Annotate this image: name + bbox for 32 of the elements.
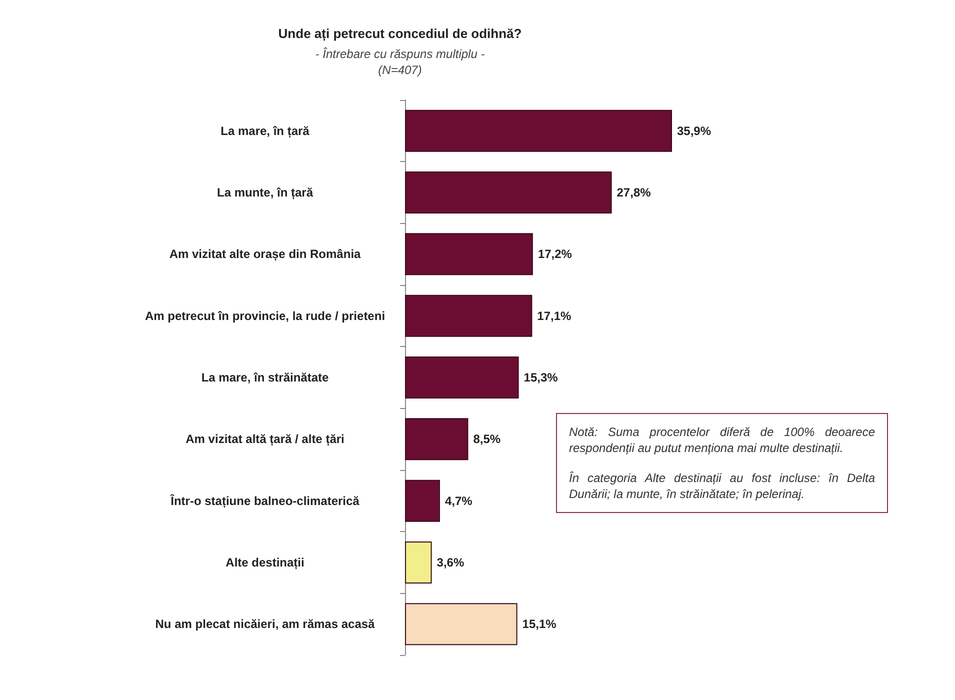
annotation: Notă: Suma procentelor diferă de 100% deoarece respondenții au putut menționa mai multe destinații. — [569, 424, 875, 456]
data-label: 35,9% — [677, 124, 712, 138]
data-label: 3,6% — [436, 556, 464, 570]
bar — [405, 356, 519, 398]
bar — [405, 542, 432, 584]
y-tick-label: Am vizitat altă țară / alte țări — [186, 432, 344, 446]
chart-title: Unde ați petrecut concediul de odihnă? — [278, 26, 522, 42]
y-tick-label: La mare, în străinătate — [201, 370, 330, 384]
chart-subtitle: - Întrebare cu răspuns multiplu - (N=407) — [315, 47, 485, 77]
y-tick-label: Am petrecut în provincie, la rude / prieteni — [144, 308, 386, 323]
data-label: 8,5% — [473, 432, 501, 446]
data-label: 27,8% — [616, 186, 652, 200]
note-box: Notă: Suma procentelor diferă de 100% deoarece respondenții au putut menționa mai multe destinații. În categoria Alte destinații au fost incluse: în Delta Dunării; la munte, în străinătate; în pelerinaj. — [556, 413, 888, 513]
y-tick-label: Am vizitat alte orașe din România — [169, 247, 362, 262]
y-tick-label: La mare, în țară — [220, 124, 310, 138]
bar — [405, 172, 612, 214]
bar — [405, 294, 532, 337]
bar — [405, 603, 518, 646]
data-label: 15,1% — [522, 617, 557, 632]
data-label: 15,3% — [524, 370, 558, 384]
bar — [405, 233, 533, 276]
bar — [405, 418, 468, 460]
bar — [405, 480, 440, 522]
data-label: 17,2% — [538, 247, 572, 262]
annotation: În categoria Alte destinații au fost incluse: în Delta Dunării; la munte, în străinătate; în pelerinaj. — [569, 470, 875, 502]
data-label: 4,7% — [444, 494, 473, 508]
y-tick-label: Într-o stațiune balneo-climaterică — [170, 494, 360, 508]
y-tick-label: Alte destinații — [226, 556, 304, 570]
bar — [405, 110, 672, 152]
y-tick-label: Nu am plecat nicăieri, am rămas acasă — [155, 617, 376, 632]
data-label: 17,1% — [537, 308, 572, 323]
y-tick-label: La munte, în țară — [216, 186, 314, 200]
